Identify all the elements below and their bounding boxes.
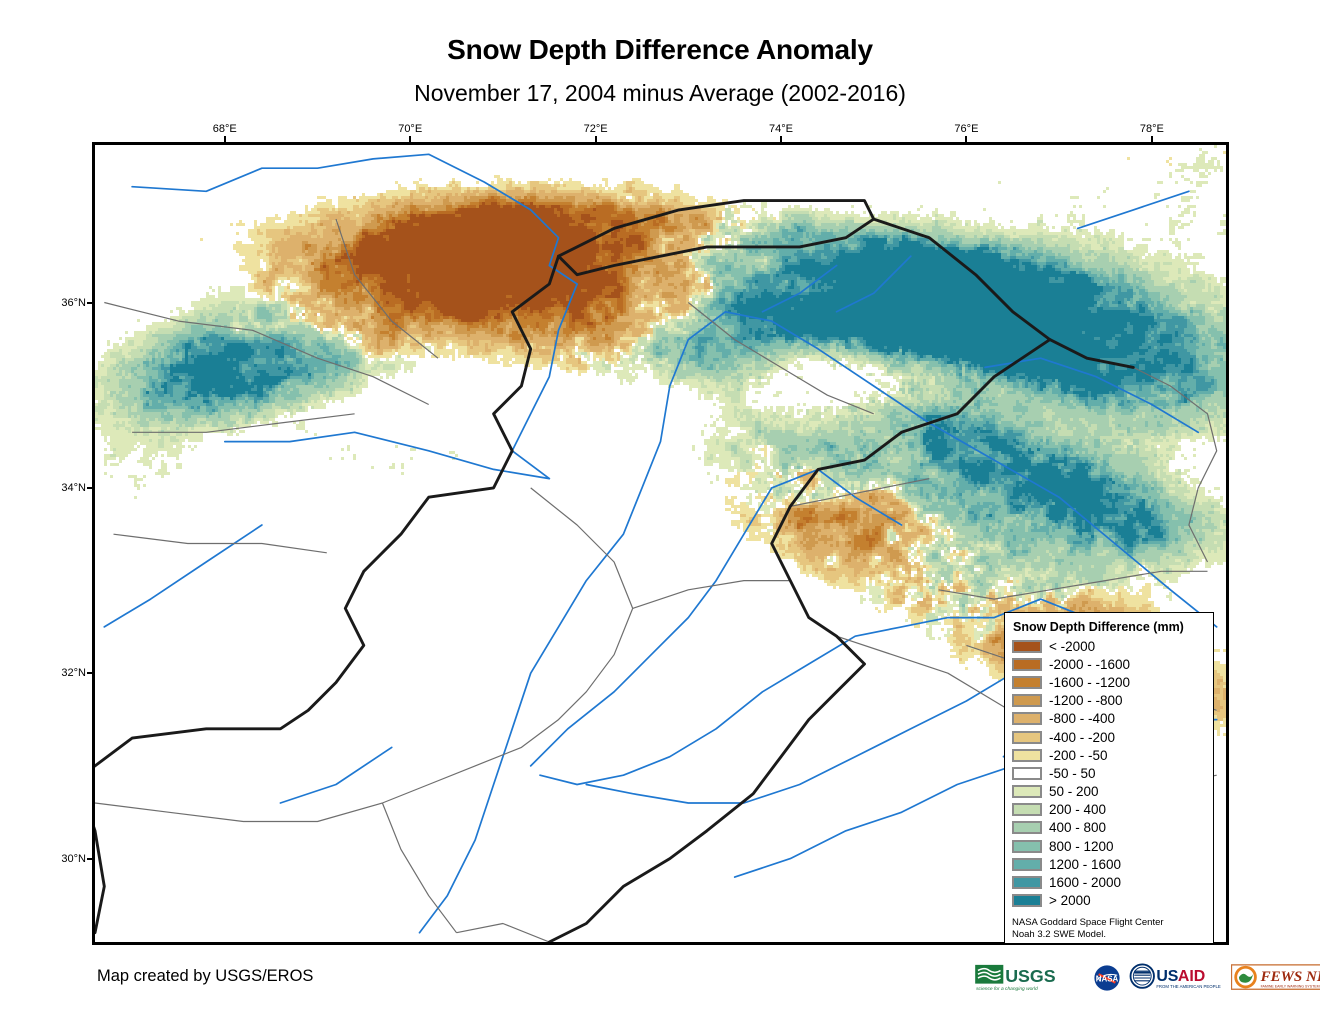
legend-swatch xyxy=(1012,748,1042,762)
legend-source-note: NASA Goddard Space Flight Center Noah 3.… xyxy=(1012,917,1206,942)
legend-swatch xyxy=(1012,766,1042,780)
nasa-logo: NASA xyxy=(1094,965,1120,991)
svg-text:AID: AID xyxy=(1178,968,1205,985)
legend-swatch xyxy=(1012,876,1042,890)
legend-swatch xyxy=(1012,803,1042,817)
usgs-logo: USGS science for a changing world xyxy=(975,964,1056,992)
usaid-logo: US AID FROM THE AMERICAN PEOPLE xyxy=(1129,963,1221,989)
legend-rows: < -2000 -2000 - -1600 -1600 - -1200 -1200 -… xyxy=(1012,637,1206,910)
legend-row: -400 - -200 xyxy=(1012,728,1206,746)
longitude-tick xyxy=(965,136,968,142)
longitude-label: 78°E xyxy=(1139,123,1164,135)
legend-row: -200 - -50 xyxy=(1012,746,1206,764)
legend-swatch xyxy=(1012,694,1042,708)
legend-row: -2000 - -1600 xyxy=(1012,655,1206,673)
logo-bar: USGS science for a changing world NASA U… xyxy=(975,961,1320,995)
latitude-label: 30°N xyxy=(61,852,86,865)
legend-row: 400 - 800 xyxy=(1012,819,1206,837)
legend-row: -1200 - -800 xyxy=(1012,692,1206,710)
legend-swatch xyxy=(1012,657,1042,671)
legend-label: -800 - -400 xyxy=(1049,711,1116,727)
legend-row: > 2000 xyxy=(1012,892,1206,910)
legend-swatch xyxy=(1012,894,1042,908)
fewsnet-logo: FEWS NET FAMINE EARLY WARNING SYSTEMS NE… xyxy=(1231,964,1320,990)
svg-text:USGS: USGS xyxy=(1005,966,1056,986)
legend-row: -800 - -400 xyxy=(1012,710,1206,728)
legend-label: -400 - -200 xyxy=(1049,729,1116,745)
longitude-tick xyxy=(1150,136,1153,142)
legend-swatch xyxy=(1012,712,1042,726)
legend-row: 800 - 1200 xyxy=(1012,837,1206,855)
legend-row: -50 - 50 xyxy=(1012,764,1206,782)
latitude-label: 34°N xyxy=(61,481,86,494)
longitude-tick xyxy=(594,136,597,142)
longitude-label: 68°E xyxy=(212,123,237,135)
legend-swatch xyxy=(1012,839,1042,853)
legend-row: 1200 - 1600 xyxy=(1012,855,1206,873)
longitude-tick xyxy=(409,136,412,142)
legend-note-line-1: NASA Goddard Space Flight Center xyxy=(1012,916,1164,928)
legend-label: -1200 - -800 xyxy=(1049,693,1123,709)
legend-label: 50 - 200 xyxy=(1049,784,1099,800)
footer-credit: Map created by USGS/EROS xyxy=(97,967,314,985)
legend-label: -50 - 50 xyxy=(1049,765,1096,781)
legend-swatch xyxy=(1012,639,1042,653)
svg-text:NASA: NASA xyxy=(1096,975,1119,984)
latitude-tick xyxy=(87,301,93,304)
legend-label: -2000 - -1600 xyxy=(1049,656,1131,672)
legend-swatch xyxy=(1012,785,1042,799)
legend-panel: Snow Depth Difference (mm) < -2000 -2000 … xyxy=(1004,612,1214,944)
legend-label: -1600 - -1200 xyxy=(1049,674,1131,690)
page-subtitle: November 17, 2004 minus Average (2002-20… xyxy=(414,80,906,106)
svg-text:FEWS NET: FEWS NET xyxy=(1260,969,1320,985)
legend-row: < -2000 xyxy=(1012,637,1206,655)
longitude-tick xyxy=(780,136,783,142)
legend-row: 50 - 200 xyxy=(1012,783,1206,801)
svg-text:FROM THE AMERICAN PEOPLE: FROM THE AMERICAN PEOPLE xyxy=(1156,984,1221,989)
latitude-tick xyxy=(87,486,93,489)
legend-swatch xyxy=(1012,730,1042,744)
longitude-tick xyxy=(223,136,226,142)
legend-title: Snow Depth Difference (mm) xyxy=(1013,620,1184,634)
legend-row: -1600 - -1200 xyxy=(1012,673,1206,691)
legend-label: 200 - 400 xyxy=(1049,802,1107,818)
legend-label: > 2000 xyxy=(1049,893,1091,909)
latitude-tick xyxy=(87,857,93,860)
latitude-label: 36°N xyxy=(61,296,86,309)
legend-row: 200 - 400 xyxy=(1012,801,1206,819)
legend-swatch xyxy=(1012,821,1042,835)
legend-swatch xyxy=(1012,857,1042,871)
longitude-label: 70°E xyxy=(398,123,423,135)
page-title: Snow Depth Difference Anomaly xyxy=(447,34,873,65)
legend-label: 400 - 800 xyxy=(1049,820,1107,836)
legend-note-line-2: Noah 3.2 SWE Model. xyxy=(1012,929,1106,941)
longitude-label: 76°E xyxy=(954,123,979,135)
legend-label: 1600 - 2000 xyxy=(1049,875,1122,891)
legend-row: 1600 - 2000 xyxy=(1012,873,1206,891)
svg-text:US: US xyxy=(1156,968,1178,985)
svg-text:FAMINE EARLY WARNING SYSTEMS N: FAMINE EARLY WARNING SYSTEMS NETWORK xyxy=(1261,984,1320,988)
longitude-label: 74°E xyxy=(769,123,794,135)
legend-label: 1200 - 1600 xyxy=(1049,856,1122,872)
svg-text:science for a changing world: science for a changing world xyxy=(976,986,1038,992)
longitude-label: 72°E xyxy=(583,123,608,135)
latitude-tick xyxy=(87,672,93,675)
latitude-label: 32°N xyxy=(61,667,86,680)
legend-label: -200 - -50 xyxy=(1049,747,1108,763)
legend-label: < -2000 xyxy=(1049,638,1096,654)
legend-swatch xyxy=(1012,675,1042,689)
legend-label: 800 - 1200 xyxy=(1049,838,1114,854)
